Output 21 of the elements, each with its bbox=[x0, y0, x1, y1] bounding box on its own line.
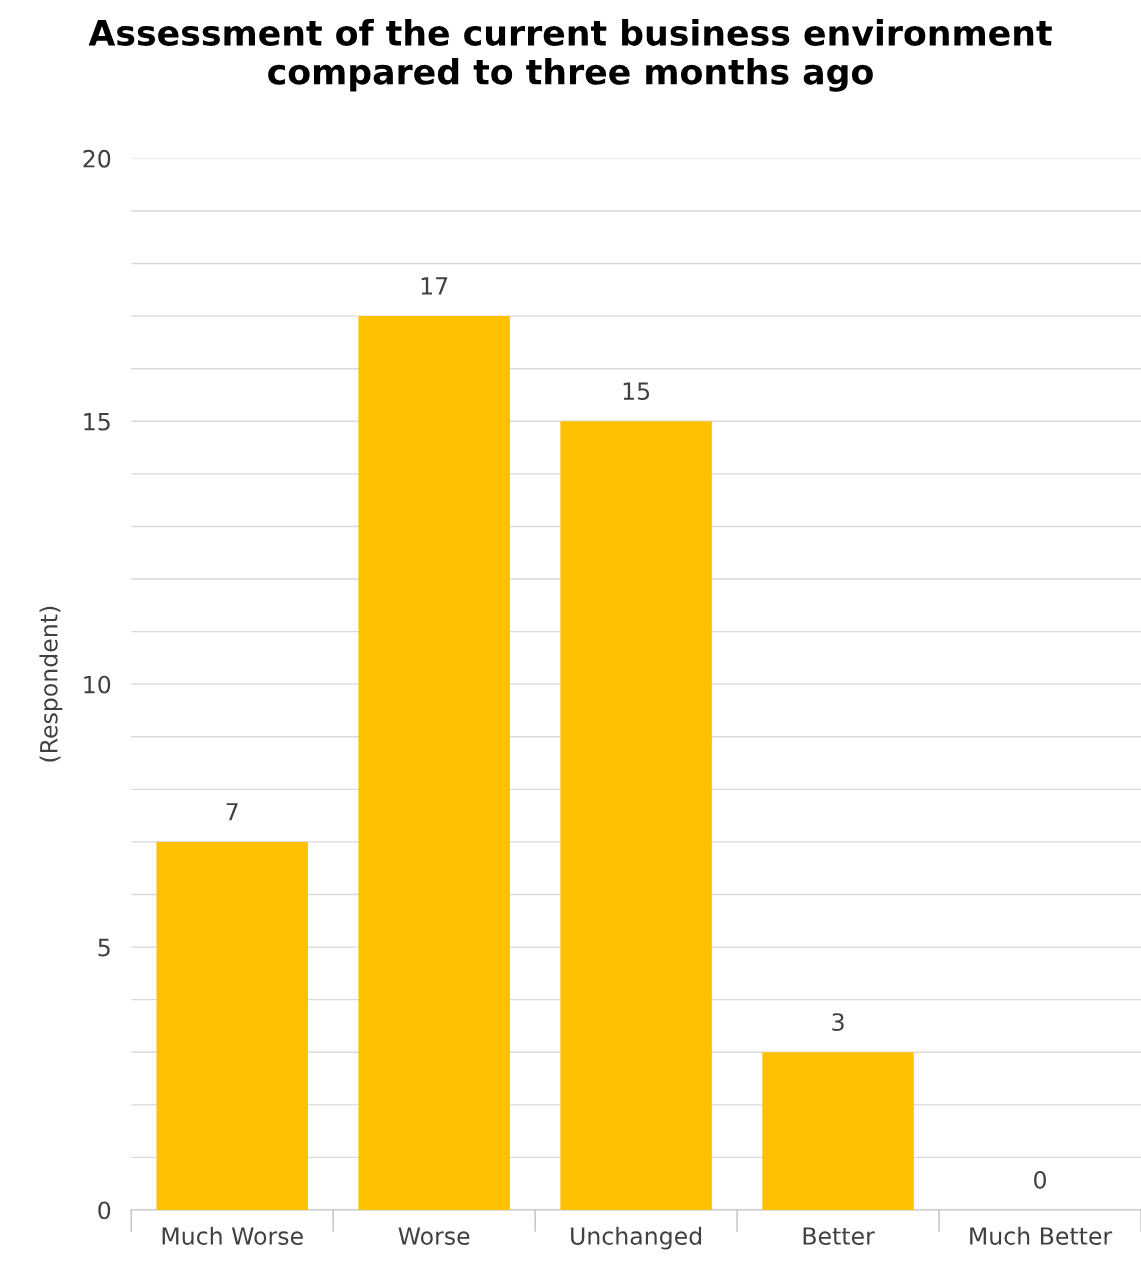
y-tick-label: 20 bbox=[83, 149, 111, 168]
data-label: 15 bbox=[623, 382, 650, 401]
bar bbox=[560, 421, 712, 1210]
x-tick-label: Much Better bbox=[970, 1226, 1113, 1245]
data-label: 3 bbox=[832, 1013, 844, 1031]
x-tick-label: Much Worse bbox=[162, 1226, 303, 1245]
x-tick-label: Unchanged bbox=[571, 1226, 702, 1250]
y-tick-label: 0 bbox=[98, 1201, 111, 1220]
bar bbox=[156, 841, 308, 1210]
data-label: 7 bbox=[226, 803, 238, 821]
bar bbox=[358, 316, 510, 1210]
data-label: 17 bbox=[421, 277, 448, 295]
x-tick-label: Worse bbox=[398, 1227, 470, 1245]
y-tick-label: 15 bbox=[84, 413, 110, 431]
bar bbox=[762, 1052, 914, 1210]
y-tick-label: 5 bbox=[98, 938, 110, 957]
x-tick-label: Better bbox=[803, 1227, 875, 1245]
y-axis-title: (Respondent) bbox=[39, 606, 63, 762]
chart-title: Assessment of the current business environment compared to three months ago bbox=[88, 19, 1052, 92]
data-label: 0 bbox=[1034, 1170, 1046, 1189]
y-tick-label: 10 bbox=[84, 675, 111, 694]
